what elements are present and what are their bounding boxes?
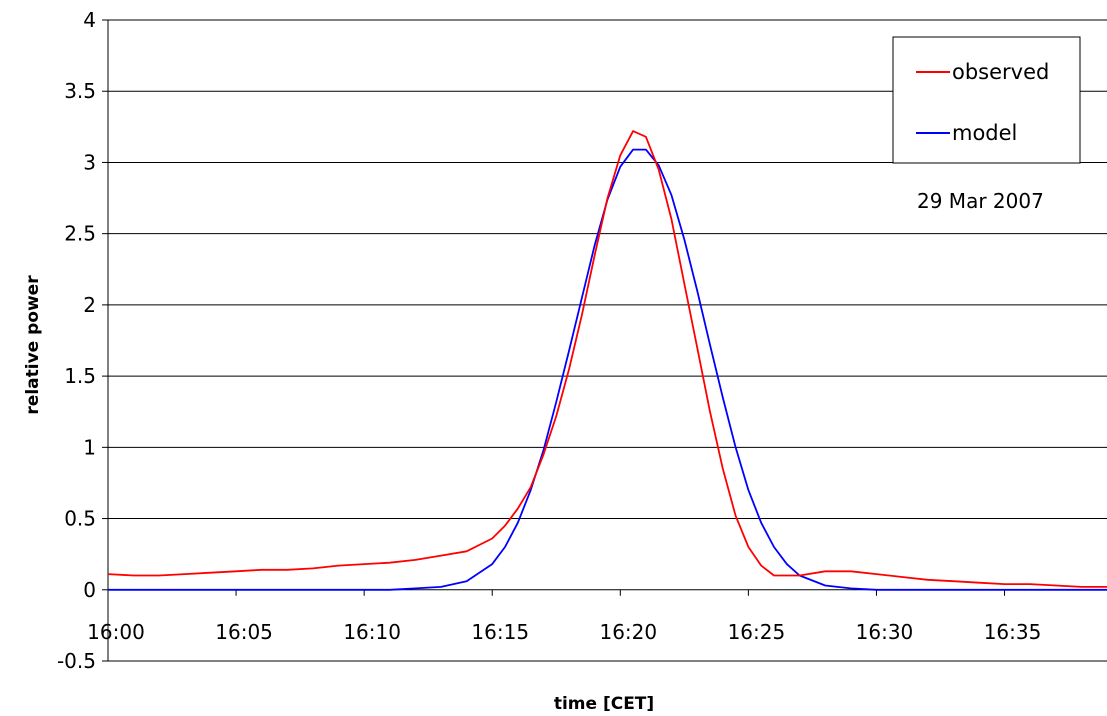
gridlines	[108, 19, 1107, 662]
x-tick-labels: 16:00 16:05 16:10 16:15 16:20 16:25 16:30 16:35	[87, 620, 1041, 644]
x-tick-label-6: 16:30	[856, 620, 914, 644]
legend: observed model	[892, 36, 1081, 164]
y-tick-label-1: 0	[83, 578, 96, 602]
series-lines	[107, 130, 1107, 591]
x-tick-label-2: 16:10	[343, 620, 401, 644]
y-tick-label-6: 2.5	[64, 222, 96, 246]
x-tick-label-0: 16:00	[87, 620, 145, 644]
legend-label-observed: observed	[952, 60, 1049, 84]
x-tick-label-5: 16:25	[728, 620, 786, 644]
y-tick-labels: -0.5 0 0.5 1 1.5 2 2.5 3 3.5 4	[57, 8, 96, 673]
legend-box	[892, 36, 1081, 164]
y-tick-label-8: 3.5	[64, 79, 96, 103]
x-tick-label-4: 16:20	[599, 620, 657, 644]
series-line-observed	[107, 130, 1107, 588]
y-axis-title: relative power	[23, 275, 43, 415]
x-tick-label-1: 16:05	[215, 620, 273, 644]
x-axis-title: time [CET]	[554, 694, 654, 714]
y-tick-label-4: 1.5	[64, 364, 96, 388]
y-tick-label-2: 0.5	[64, 507, 96, 531]
y-tick-label-3: 1	[83, 435, 96, 459]
y-tick-label-7: 3	[83, 150, 96, 174]
y-tick-label-0: -0.5	[57, 649, 96, 673]
y-tick-label-5: 2	[83, 293, 96, 317]
legend-label-model: model	[952, 121, 1017, 145]
series-line-model	[108, 148, 1107, 591]
y-tick-label-9: 4	[83, 8, 96, 32]
date-annotation: 29 Mar 2007	[917, 189, 1044, 213]
x-tick-label-7: 16:35	[984, 620, 1042, 644]
x-tick-label-3: 16:15	[471, 620, 529, 644]
